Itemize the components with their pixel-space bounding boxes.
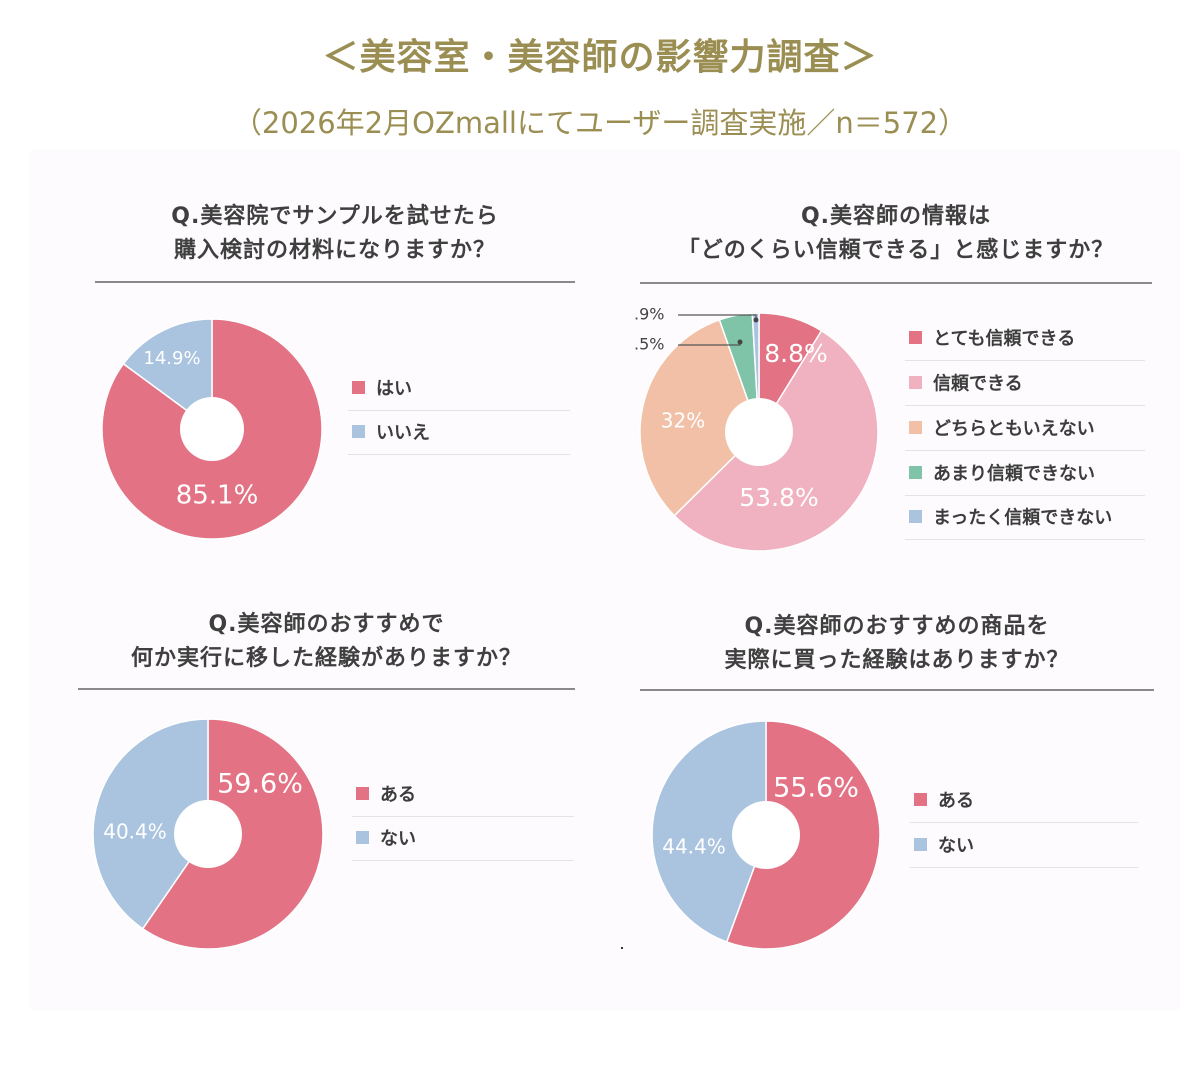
legend-swatch: [909, 510, 922, 523]
legend-swatch: [909, 331, 922, 344]
donut-hole: [180, 397, 244, 461]
legend-label: どちらともいえない: [933, 418, 1095, 440]
chart-panel-sample: Q.美容院でサンプルを試せたら 購入検討の材料になりますか？ 85.1% 14.9…: [95, 0, 575, 1070]
legend-item: いいえ: [348, 410, 570, 455]
donut-chart: 85.1% 14.9%: [101, 318, 323, 540]
pie-slice-1: [725, 720, 881, 950]
donut-chart: 55.6% 44.4%: [651, 720, 881, 950]
legend-label: はい: [376, 378, 412, 400]
page-title: ＜美容室・美容師の影響力調査＞: [322, 37, 878, 78]
data-label: .9%: [634, 305, 664, 324]
divider: [640, 282, 1152, 284]
pie-slice-3: [639, 318, 760, 517]
data-label: 8.8%: [764, 339, 828, 368]
callout-dot: [737, 339, 743, 345]
question-text: Q.美容院でサンプルを試せたら 購入検討の材料になりますか？: [95, 200, 575, 268]
legend-label: ある: [380, 784, 416, 806]
divider: [640, 689, 1154, 691]
legend-swatch: [909, 421, 922, 434]
legend-label: 信頼できる: [933, 373, 1023, 395]
decorative-dot: [621, 947, 623, 949]
data-label: 40.4%: [103, 820, 167, 844]
pie-slice-2: [651, 720, 767, 943]
legend-item: はい: [348, 366, 570, 411]
pie-slice-2: [122, 318, 213, 431]
legend-item: ない: [352, 816, 574, 861]
data-label: 59.6%: [217, 769, 303, 800]
legend-item: あまり信頼できない: [905, 451, 1145, 496]
legend-swatch: [914, 838, 927, 851]
legend-label: とても信頼できる: [933, 328, 1076, 350]
legend-item: 信頼できる: [905, 361, 1145, 406]
legend-label: ない: [380, 828, 416, 850]
legend-item: どちらともいえない: [905, 406, 1145, 451]
data-label: .5%: [634, 335, 664, 354]
question-text: Q.美容師のおすすめで 何か実行に移した経験がありますか？: [78, 608, 575, 676]
legend-item: ある: [352, 772, 574, 817]
pie-slice-2: [92, 718, 209, 930]
legend-label: いいえ: [376, 422, 430, 444]
legend-label: まったく信頼できない: [933, 507, 1113, 529]
legend-label: ある: [938, 790, 974, 812]
divider: [95, 281, 575, 283]
donut-chart: 59.6% 40.4%: [92, 718, 324, 950]
legend-item: まったく信頼できない: [905, 495, 1145, 540]
legend-item: とても信頼できる: [905, 316, 1145, 361]
legend-swatch: [352, 381, 365, 394]
question-line: 「どのくらい信頼できる」と感じますか？: [677, 238, 1115, 263]
legend-swatch: [914, 793, 927, 806]
donut-hole: [732, 801, 800, 869]
chart-panel-trust: Q.美容師の情報は 「どのくらい信頼できる」と感じますか？ 8.8% 53.8% 3…: [634, 0, 1152, 1070]
question-text: Q.美容師のおすすめの商品を 実際に買った経験はありますか？: [640, 610, 1154, 678]
data-label: 53.8%: [739, 483, 818, 512]
legend-swatch: [909, 466, 922, 479]
legend-label: ない: [938, 835, 974, 857]
legend-swatch: [909, 376, 922, 389]
data-label: 85.1%: [176, 481, 259, 511]
question-line: 実際に買った経験はありますか？: [724, 648, 1070, 673]
question-line: 購入検討の材料になりますか？: [173, 238, 496, 263]
donut-chart: 8.8% 53.8% 32% .5% .9%: [634, 305, 879, 552]
legend-label: あまり信頼できない: [933, 463, 1095, 485]
legend-swatch: [356, 787, 369, 800]
legend-swatch: [356, 831, 369, 844]
question-line: Q.美容師のおすすめの商品を: [744, 614, 1050, 639]
question-line: 何か実行に移した経験がありますか？: [130, 646, 522, 671]
question-line: Q.美容師のおすすめで: [208, 612, 445, 637]
divider: [78, 688, 575, 690]
legend-swatch: [352, 425, 365, 438]
chart-panel-action: Q.美容師のおすすめで 何か実行に移した経験がありますか？ 59.6% 40.4%…: [78, 0, 575, 1070]
page-subtitle: （2026年2月OZmallにてユーザー調査実施／n＝572）: [232, 106, 968, 140]
data-label: 44.4%: [662, 835, 726, 859]
chart-panel-purchase: Q.美容師のおすすめの商品を 実際に買った経験はありますか？ 55.6% 44.4…: [640, 0, 1154, 1070]
data-label: 32%: [661, 409, 705, 433]
question-text: Q.美容師の情報は 「どのくらい信頼できる」と感じますか？: [640, 200, 1152, 268]
legend-item: ない: [910, 823, 1138, 868]
legend-item: ある: [910, 778, 1138, 823]
question-line: Q.美容院でサンプルを試せたら: [171, 204, 499, 229]
data-label: 55.6%: [773, 773, 859, 804]
data-label: 14.9%: [143, 348, 200, 369]
question-line: Q.美容師の情報は: [800, 204, 992, 229]
donut-hole: [174, 800, 242, 868]
donut-hole: [725, 398, 793, 466]
callout-dot: [753, 317, 759, 323]
